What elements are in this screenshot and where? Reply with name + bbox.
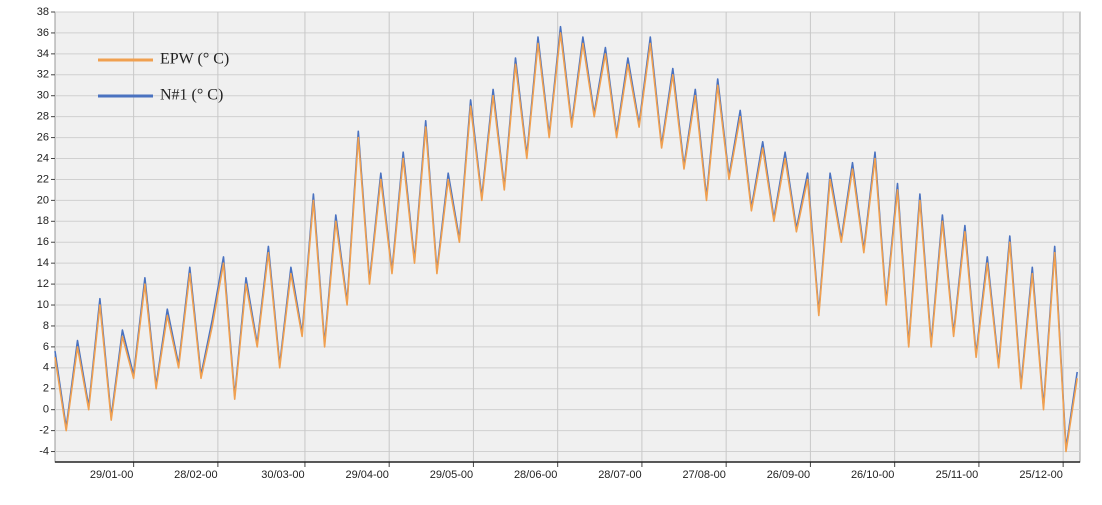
- y-tick-label: 18: [37, 215, 49, 227]
- x-tick-label: 28/06-00: [514, 469, 557, 481]
- y-tick-label: 8: [43, 320, 49, 332]
- y-tick-label: 36: [37, 27, 49, 39]
- y-tick-label: 20: [37, 194, 49, 206]
- y-tick-label: -2: [39, 425, 49, 437]
- y-tick-label: 34: [37, 48, 49, 60]
- y-tick-label: 2: [43, 383, 49, 395]
- y-tick-label: 6: [43, 341, 49, 353]
- legend-label: N#1 (° C): [160, 87, 223, 104]
- x-tick-label: 29/01-00: [90, 469, 133, 481]
- x-tick-label: 28/07-00: [598, 469, 641, 481]
- y-tick-label: 22: [37, 173, 49, 185]
- y-tick-label: 28: [37, 111, 49, 123]
- y-tick-label: 24: [37, 152, 49, 164]
- y-tick-label: 14: [37, 257, 49, 269]
- x-tick-label: 29/04-00: [345, 469, 388, 481]
- y-tick-label: 16: [37, 236, 49, 248]
- legend-label: EPW (° C): [160, 51, 229, 68]
- x-tick-label: 29/05-00: [430, 469, 473, 481]
- x-tick-label: 27/08-00: [682, 469, 725, 481]
- series-line: [54, 32, 1078, 453]
- x-tick-label: 28/02-00: [174, 469, 217, 481]
- y-tick-label: 10: [37, 299, 49, 311]
- y-tick-label: 0: [43, 404, 49, 416]
- y-tick-label: 38: [37, 6, 49, 18]
- x-tick-label: 26/10-00: [851, 469, 894, 481]
- plot-area: [54, 11, 1081, 463]
- y-tick-label: 4: [43, 362, 49, 374]
- y-tick-label: 26: [37, 131, 49, 143]
- x-tick-label: 30/03-00: [261, 469, 304, 481]
- x-tick-label: 25/11-00: [936, 469, 979, 481]
- y-tick-label: 32: [37, 69, 49, 81]
- y-tick-label: 12: [37, 278, 49, 290]
- x-tick-label: 26/09-00: [767, 469, 810, 481]
- y-tick-label: 30: [37, 90, 49, 102]
- x-tick-label: 25/12-00: [1019, 469, 1062, 481]
- y-tick-label: -4: [39, 445, 49, 457]
